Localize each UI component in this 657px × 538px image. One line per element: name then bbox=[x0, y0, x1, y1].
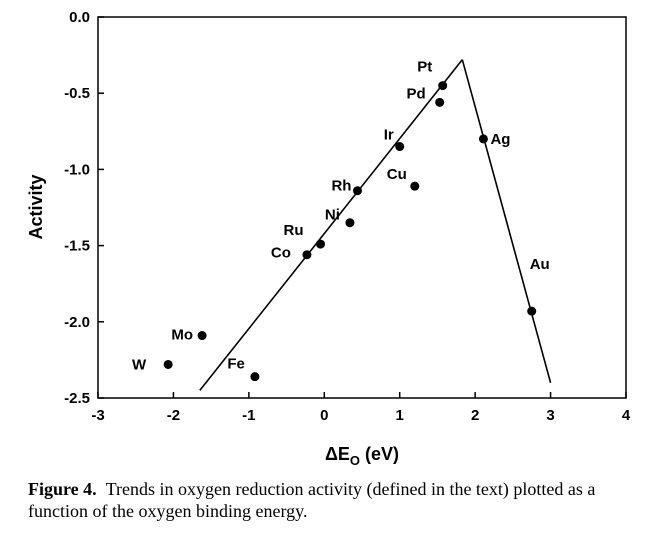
x-axis-title-subscript: O bbox=[350, 453, 360, 468]
chart: -3 -2 -1 0 1 2 3 4 0.0 -0.5 -1.0 -1.5 -2.0 -2.5 Pt Pd… bbox=[0, 0, 657, 470]
point-label-ni: Ni bbox=[325, 207, 340, 224]
data-point-ru bbox=[316, 240, 325, 249]
x-axis-title-unit: (eV) bbox=[365, 444, 399, 464]
data-point-co bbox=[302, 250, 311, 259]
trend-line bbox=[200, 60, 462, 391]
x-tick-label: -1 bbox=[242, 407, 255, 424]
point-label-pd: Pd bbox=[407, 85, 426, 102]
data-point-ir bbox=[395, 142, 404, 151]
point-label-cu: Cu bbox=[387, 166, 407, 183]
x-tick-label: -3 bbox=[91, 407, 104, 424]
y-tick-label: -2.5 bbox=[64, 390, 90, 407]
y-tick-label: 0.0 bbox=[69, 9, 90, 26]
caption-label: Figure 4. bbox=[28, 479, 97, 499]
y-tick-label: -1.0 bbox=[64, 161, 90, 178]
y-axis-title: Activity bbox=[26, 174, 46, 239]
point-label-ag: Ag bbox=[490, 131, 510, 148]
y-tick-label: -1.5 bbox=[64, 238, 90, 255]
x-tick-label: 1 bbox=[396, 407, 404, 424]
x-tick-label: 3 bbox=[546, 407, 554, 424]
data-point-pd bbox=[435, 98, 444, 107]
data-point-w bbox=[164, 360, 173, 369]
data-point-au bbox=[527, 307, 536, 316]
x-tick-label: 2 bbox=[471, 407, 479, 424]
data-point-rh bbox=[353, 186, 362, 195]
x-tick-label: 4 bbox=[622, 407, 631, 424]
figure-caption: Figure 4. Trends in oxygen reduction act… bbox=[28, 478, 638, 522]
point-label-ru: Ru bbox=[284, 222, 304, 239]
point-label-pt: Pt bbox=[417, 59, 432, 76]
y-tick-label: -0.5 bbox=[64, 85, 90, 102]
x-tick-label: 0 bbox=[320, 407, 328, 424]
data-point-fe bbox=[250, 372, 259, 381]
data-point-ag bbox=[479, 134, 488, 143]
point-label-ir: Ir bbox=[384, 127, 394, 144]
y-tick-label: -2.0 bbox=[64, 314, 90, 331]
trend-lines bbox=[200, 60, 551, 391]
data-point-ni bbox=[345, 218, 354, 227]
point-label-rh: Rh bbox=[331, 178, 351, 195]
data-point-cu bbox=[410, 182, 419, 191]
point-labels: Pt Pd Ir Ag Cu Rh Ni Ru Co Au Mo W Fe bbox=[132, 59, 550, 374]
x-axis-title: ΔEO (eV) bbox=[325, 444, 399, 468]
trend-line bbox=[462, 60, 550, 383]
point-label-au: Au bbox=[530, 256, 550, 273]
point-label-co: Co bbox=[271, 245, 291, 262]
point-label-mo: Mo bbox=[171, 327, 193, 344]
x-axis-ticks: -3 -2 -1 0 1 2 3 4 bbox=[91, 392, 631, 424]
data-point-mo bbox=[198, 331, 207, 340]
data-point-pt bbox=[438, 81, 447, 90]
point-label-fe: Fe bbox=[227, 356, 245, 373]
x-tick-label: -2 bbox=[167, 407, 180, 424]
caption-text: Trends in oxygen reduction activity (def… bbox=[28, 479, 595, 521]
point-label-w: W bbox=[132, 356, 147, 373]
x-axis-title-main: ΔE bbox=[325, 444, 350, 464]
